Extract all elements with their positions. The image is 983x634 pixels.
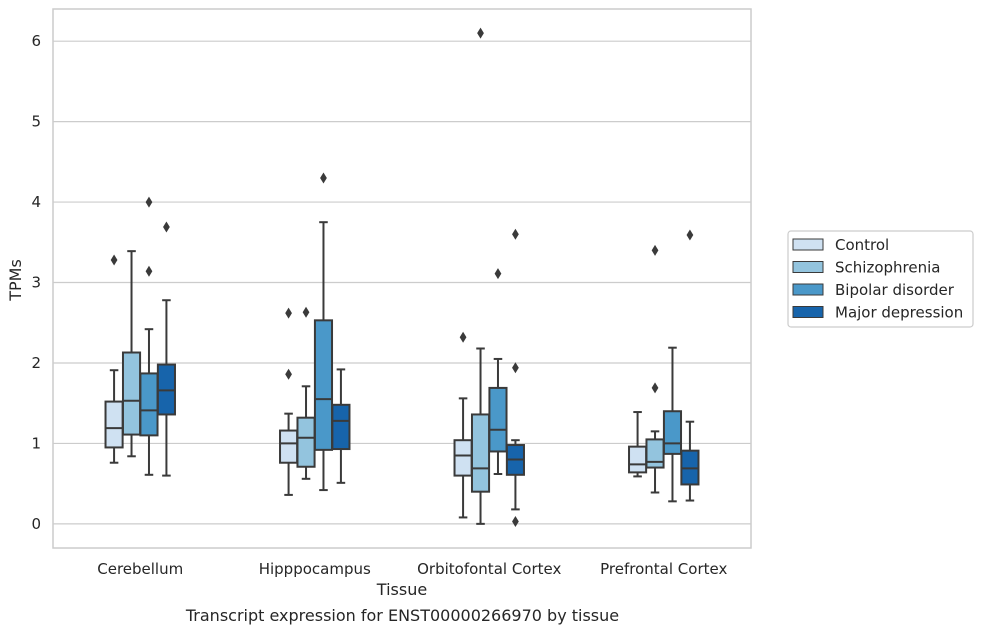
- x-tick-label: Hipppocampus: [259, 560, 371, 578]
- outlier-point: [285, 368, 292, 380]
- plot-area: [104, 27, 700, 527]
- outlier-point: [512, 362, 519, 374]
- legend-swatch: [792, 238, 824, 251]
- box-iqr: [313, 319, 334, 451]
- box-0-2: [139, 196, 159, 476]
- box-iqr: [470, 413, 491, 493]
- y-gridlines: [53, 40, 751, 525]
- x-tick-label: Orbitofontal Cortex: [417, 560, 561, 578]
- y-tick-label: 3: [31, 274, 41, 292]
- figure-caption: Transcript expression for ENST0000026697…: [185, 606, 620, 625]
- outlier-point: [512, 228, 519, 240]
- outlier-point: [651, 244, 659, 256]
- outlier-point: [477, 27, 484, 39]
- y-tick-label: 1: [31, 434, 41, 452]
- legend-frame: [787, 230, 974, 328]
- box-0-1: [121, 250, 142, 458]
- outlier-point: [163, 221, 170, 233]
- y-tick-label: 0: [31, 515, 41, 533]
- box-iqr: [331, 403, 351, 451]
- x-axis-title: Tissue: [376, 580, 427, 599]
- y-tick-label: 6: [31, 32, 41, 50]
- box-iqr: [628, 445, 648, 474]
- box-iqr: [121, 351, 142, 436]
- legend-item: Schizophrenia: [792, 259, 940, 277]
- box-0-3: [156, 221, 176, 477]
- outlier-point: [459, 331, 467, 343]
- outlier-point: [651, 382, 659, 394]
- outlier-point: [686, 229, 694, 241]
- legend-item: Bipolar disorder: [792, 281, 955, 299]
- x-tick-label: Cerebellum: [97, 560, 183, 578]
- y-axis-title: TPMs: [6, 259, 25, 302]
- y-tick-label: 2: [31, 354, 41, 372]
- outlier-point: [302, 306, 310, 318]
- y-tick-label: 4: [31, 193, 41, 211]
- legend: Control Schizophrenia Bipolar disorder Majo…: [787, 230, 974, 328]
- legend-label: Major depression: [835, 304, 963, 322]
- box-2-2: [488, 268, 508, 475]
- box-1-2: [313, 172, 334, 492]
- outlier-point: [145, 265, 153, 277]
- box-3-2: [662, 346, 683, 503]
- legend-swatch: [792, 283, 824, 296]
- box-iqr: [279, 429, 299, 464]
- y-tick-label: 5: [31, 113, 41, 131]
- box-iqr: [139, 372, 159, 437]
- box-1-1: [296, 306, 316, 480]
- legend-item: Major depression: [792, 304, 963, 322]
- outlier-point: [512, 515, 519, 527]
- box-3-0: [628, 411, 648, 478]
- box-1-3: [331, 368, 351, 484]
- plot-frame: [52, 8, 752, 549]
- outlier-point: [285, 307, 292, 319]
- legend-item: Control: [792, 236, 889, 254]
- box-3-3: [680, 229, 700, 502]
- outlier-point: [145, 196, 153, 208]
- legend-label: Schizophrenia: [835, 259, 940, 277]
- box-iqr: [453, 439, 473, 477]
- box-0-0: [104, 254, 124, 464]
- legend-swatch: [792, 306, 824, 318]
- legend-label: Control: [835, 236, 889, 254]
- x-axis-ticks: Cerebellum Hipppocampus Orbitofontal Corte…: [97, 560, 727, 578]
- box-2-3: [505, 228, 525, 527]
- box-iqr: [488, 386, 508, 453]
- outlier-point: [110, 254, 118, 266]
- legend-swatch: [792, 261, 824, 273]
- box-3-1: [645, 244, 665, 494]
- box-2-1: [470, 27, 491, 525]
- box-iqr: [296, 416, 316, 468]
- outlier-point: [494, 268, 502, 280]
- box-iqr: [645, 438, 665, 469]
- box-iqr: [662, 410, 683, 455]
- box-1-0: [279, 307, 299, 496]
- box-iqr: [104, 400, 124, 449]
- x-tick-label: Prefrontal Cortex: [600, 560, 727, 578]
- y-axis-ticks: 0 1 2 3 4 5 6: [31, 32, 41, 533]
- box-2-0: [453, 331, 473, 519]
- legend-label: Bipolar disorder: [835, 281, 955, 299]
- outlier-point: [320, 172, 327, 184]
